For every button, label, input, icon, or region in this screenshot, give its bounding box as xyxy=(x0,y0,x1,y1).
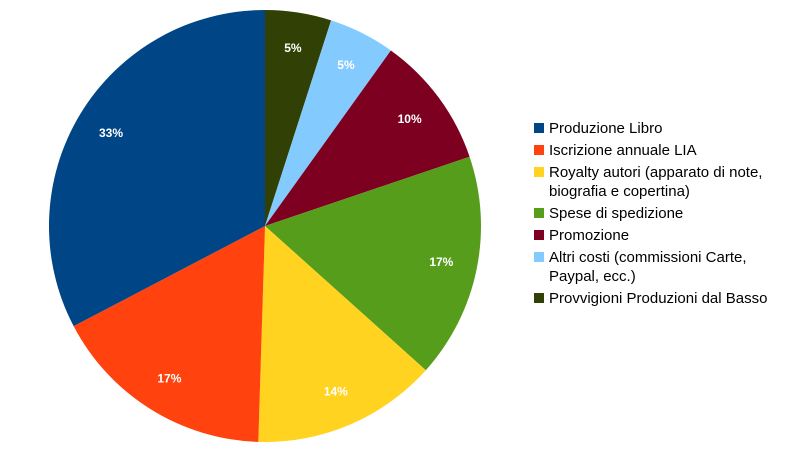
legend-swatch-4 xyxy=(534,230,544,240)
legend-swatch-1 xyxy=(534,145,544,155)
pie-value-label-1: 17% xyxy=(157,372,181,386)
legend-item-0: Produzione Libro xyxy=(534,119,796,138)
legend-swatch-3 xyxy=(534,208,544,218)
chart-legend: Produzione Libro Iscrizione annuale LIA Ro… xyxy=(534,119,796,311)
legend-label-5: Altri costi (commissioni Carte, Paypal, … xyxy=(549,249,747,285)
pie-slice-6 xyxy=(265,10,332,226)
pie-value-label-2: 14% xyxy=(324,384,348,398)
legend-swatch-2 xyxy=(534,167,544,177)
pie-value-label-3: 17% xyxy=(429,255,453,269)
legend-label-1: Iscrizione annuale LIA xyxy=(549,142,697,159)
pie-slices xyxy=(48,10,481,442)
legend-item-4: Promozione xyxy=(534,226,796,245)
legend-label-0: Produzione Libro xyxy=(549,120,663,137)
pie-slice-4 xyxy=(265,50,470,227)
legend-item-5: Altri costi (commissioni Carte, Paypal, … xyxy=(534,248,796,286)
pie-slice-2 xyxy=(258,226,426,442)
legend-item-1: Iscrizione annuale LIA xyxy=(534,141,796,160)
legend-swatch-5 xyxy=(534,252,544,262)
pie-value-label-5: 5% xyxy=(337,58,355,72)
legend-label-2: Royalty autori (apparato di note, biogra… xyxy=(549,164,763,200)
pie-slice-1 xyxy=(73,226,265,442)
pie-value-labels: 5% 5% 10% 17% 14% 17% 33% xyxy=(99,41,454,398)
legend-swatch-6 xyxy=(534,293,544,303)
legend-label-4: Promozione xyxy=(549,227,630,244)
pie-value-label-4: 10% xyxy=(398,112,422,126)
legend-item-3: Spese di spedizione xyxy=(534,204,796,223)
pie-slice-5 xyxy=(265,20,391,226)
legend-label-3: Spese di spedizione xyxy=(549,205,684,222)
pie-value-label-6: 5% xyxy=(284,41,302,55)
legend-swatch-0 xyxy=(534,123,544,133)
pie-value-label-0: 33% xyxy=(99,126,123,140)
legend-item-6: Provvigioni Produzioni dal Basso xyxy=(534,289,796,308)
legend-item-2: Royalty autori (apparato di note, biogra… xyxy=(534,163,796,201)
pie-slice-0 xyxy=(48,10,265,327)
pie-slice-3 xyxy=(265,156,481,371)
legend-label-6: Provvigioni Produzioni dal Basso xyxy=(549,290,768,307)
